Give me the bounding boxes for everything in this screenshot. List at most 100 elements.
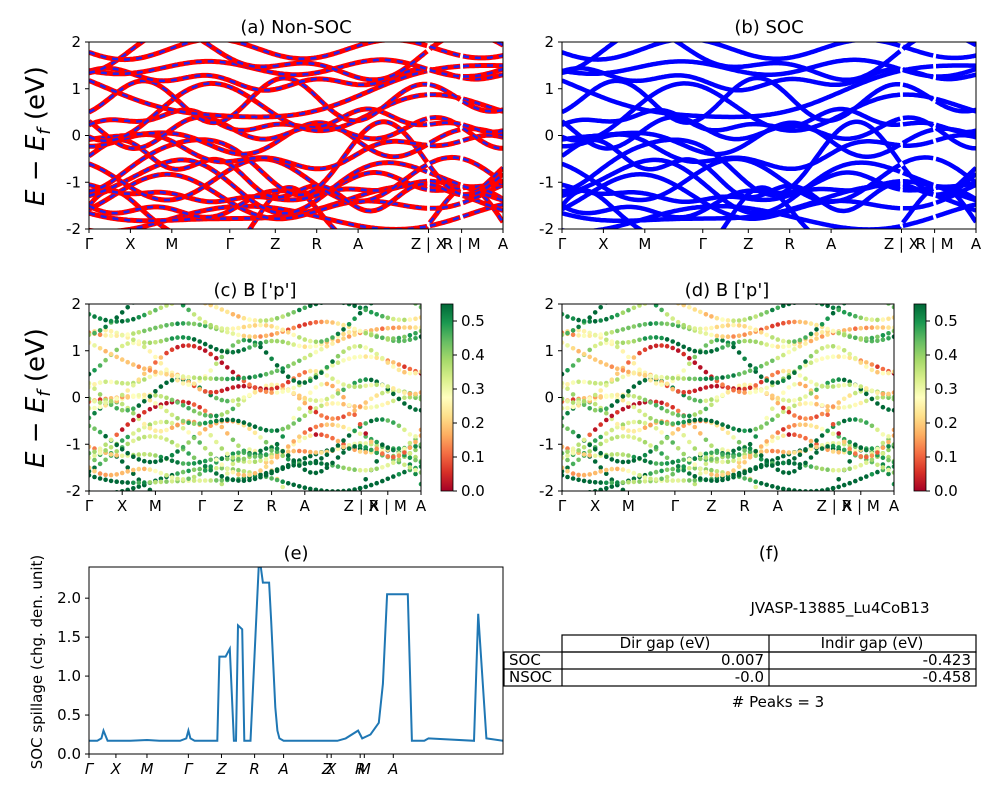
panel-c-point (402, 427, 407, 433)
panel-c-point (263, 439, 269, 445)
panel-d-point (847, 446, 852, 452)
panel-d-point (841, 396, 847, 402)
panel-c-point (313, 369, 319, 374)
panel-c-point (247, 345, 252, 350)
panel-d-point (648, 416, 653, 421)
panel-c-ytick-label: 1 (71, 342, 81, 360)
panel-c-point (407, 465, 413, 470)
panel-c-point (335, 379, 341, 385)
panel-c-point (313, 304, 319, 307)
panel-c-point (335, 331, 341, 337)
panel-d-point (692, 477, 698, 483)
table-row-nsoc-dir: -0.0 (735, 668, 764, 686)
panel-d-point (775, 485, 781, 491)
panel-e-xtick-label: A (387, 760, 398, 778)
panel-d-point (753, 366, 758, 371)
panel-d-point (797, 337, 803, 343)
panel-d-point (781, 368, 786, 374)
panel-d-point (819, 446, 825, 451)
panel-d-point (786, 470, 792, 476)
panel-c-point (330, 401, 335, 406)
panel-c-point (169, 439, 175, 445)
panel-d-point (581, 437, 587, 443)
panel-c-point (368, 482, 374, 488)
panel-d-point (803, 383, 808, 389)
panel-d-point (653, 461, 659, 466)
panel-c-point (319, 339, 324, 344)
panel-c-point (374, 439, 380, 445)
panel-d-point (847, 450, 852, 456)
panel-c-point (374, 459, 380, 464)
panel-c-point (136, 330, 142, 335)
panel-d-point (720, 345, 725, 350)
panel-c-point (330, 383, 335, 389)
panel-c-point (258, 435, 263, 440)
panel-c-point (175, 416, 180, 421)
panel-d-point (598, 381, 603, 386)
panel-c-point (319, 398, 324, 403)
panel-c-point (164, 337, 169, 343)
panel-d-point (604, 486, 609, 491)
panel-d-point (786, 349, 792, 355)
panel-d-xtick-label: A (889, 497, 900, 515)
panel-d-point (797, 401, 803, 407)
panel-c-point (269, 470, 274, 476)
panel-d-point (604, 454, 609, 460)
panel-c-point (136, 364, 142, 370)
panel-d-point (814, 358, 819, 363)
panel-c-point (169, 322, 175, 327)
panel-d-point (758, 453, 764, 458)
panel-c-point (402, 334, 407, 340)
panel-d-point (562, 406, 565, 411)
band-ylabel-top: E − Ef (eV) (21, 66, 55, 206)
panel-c-point (164, 408, 169, 414)
panel-d-point (698, 365, 703, 370)
panel-d-point (753, 389, 758, 394)
panel-c-point (103, 442, 108, 448)
panel-d-point (875, 469, 880, 475)
panel-d-point (681, 344, 686, 350)
panel-c-point (225, 376, 230, 382)
panel-d-point (825, 384, 830, 390)
panel-c-point (158, 384, 164, 389)
panel-d-point (692, 397, 698, 403)
panel-d-point (570, 400, 576, 405)
panel-c-point (374, 327, 380, 332)
panel-c-point (197, 345, 202, 351)
panel-c-point (191, 461, 197, 466)
panel-d-point (642, 420, 648, 426)
panel-d-point (562, 384, 565, 390)
panel-c-point (214, 418, 219, 424)
panel-d-point (692, 481, 698, 487)
panel-c-point (302, 413, 308, 419)
panel-c-point (142, 410, 147, 415)
panel-d-point (637, 419, 642, 425)
panel-c-point (147, 368, 153, 373)
panel-e-xtick-label: X (325, 760, 337, 778)
panel-d-point (592, 427, 598, 432)
panel-d-point (648, 422, 653, 428)
panel-c-point (285, 449, 291, 455)
panel-d-point (847, 417, 852, 423)
panel-c-point (319, 469, 324, 474)
panel-d-point (841, 467, 847, 473)
panel-c-point (219, 360, 225, 366)
panel-e-xtick-label: A (277, 760, 288, 778)
panel-c-point (346, 433, 352, 438)
panel-c-point (175, 378, 180, 383)
panel-c-point (308, 352, 313, 358)
panel-c-point (97, 446, 103, 452)
panel-d-point (875, 427, 880, 433)
panel-c-point (136, 403, 142, 408)
panel-c-point (158, 305, 164, 311)
panel-c-ytick-label: -2 (66, 482, 81, 500)
panel-c-point (147, 459, 153, 465)
panel-d-point (709, 450, 714, 456)
panel-d-point (620, 459, 626, 465)
panel-d-point (742, 460, 747, 465)
panel-c-point (418, 460, 421, 465)
panel-d-point (620, 422, 626, 428)
panel-d-point (764, 448, 769, 454)
panel-d-point (687, 478, 692, 483)
panel-d-point (604, 362, 609, 367)
